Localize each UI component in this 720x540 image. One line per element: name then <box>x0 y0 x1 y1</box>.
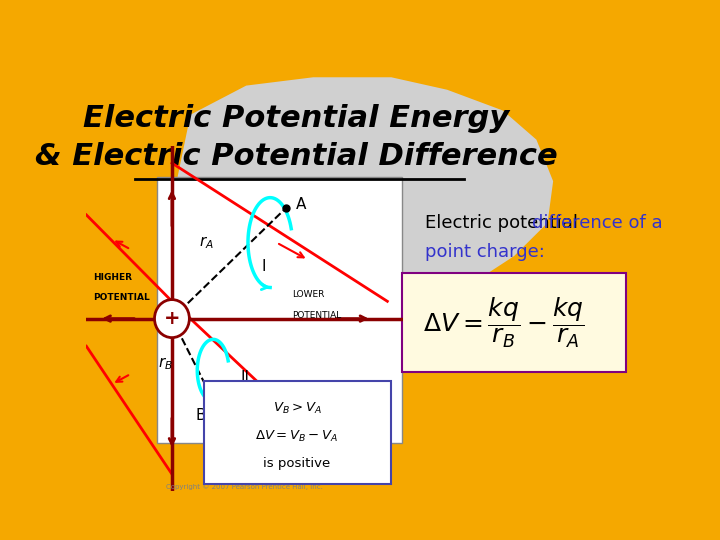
Text: +: + <box>163 309 180 328</box>
Text: $r_A$: $r_A$ <box>199 234 214 251</box>
Text: Copyright © 2007 Pearson Prentice Hall, Inc.: Copyright © 2007 Pearson Prentice Hall, … <box>166 483 323 490</box>
Text: $r_B$: $r_B$ <box>158 355 173 372</box>
Text: II: II <box>240 370 249 385</box>
Text: is positive: is positive <box>264 457 330 470</box>
Text: $\Delta V = V_B - V_A$: $\Delta V = V_B - V_A$ <box>256 429 338 444</box>
Text: $V_B > V_A$: $V_B > V_A$ <box>273 401 321 416</box>
FancyBboxPatch shape <box>157 177 402 443</box>
Text: POTENTIAL: POTENTIAL <box>292 310 341 320</box>
Text: point charge:: point charge: <box>425 243 544 261</box>
Text: difference of a: difference of a <box>532 214 662 232</box>
Text: $\Delta V = \dfrac{kq}{r_B} - \dfrac{kq}{r_A}$: $\Delta V = \dfrac{kq}{r_B} - \dfrac{kq}… <box>423 295 585 349</box>
Circle shape <box>155 300 189 338</box>
Text: POTENTIAL: POTENTIAL <box>93 293 150 302</box>
Text: B: B <box>195 408 206 423</box>
FancyBboxPatch shape <box>402 273 626 373</box>
Text: LOWER: LOWER <box>292 290 325 299</box>
Text: A: A <box>295 197 306 212</box>
Text: I: I <box>261 259 266 274</box>
Text: & Electric Potential Difference: & Electric Potential Difference <box>35 142 558 171</box>
Text: Electric potential: Electric potential <box>425 214 583 232</box>
FancyBboxPatch shape <box>204 381 390 484</box>
Text: HIGHER: HIGHER <box>93 273 132 282</box>
Text: Electric Potential Energy: Electric Potential Energy <box>84 104 510 133</box>
Polygon shape <box>168 77 553 360</box>
